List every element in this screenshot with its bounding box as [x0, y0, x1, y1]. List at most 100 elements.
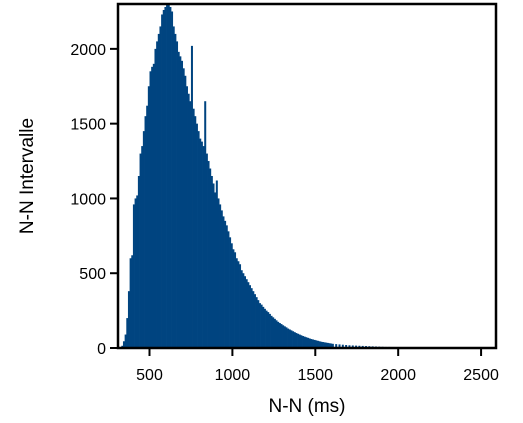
histogram-bar: [177, 51, 180, 349]
histogram-bar: [335, 344, 338, 348]
histogram-bar: [267, 312, 270, 348]
histogram-bar: [351, 345, 354, 348]
histogram-bar: [240, 270, 243, 348]
x-axis-ticks: 500 1000 1500 2000 2500: [136, 348, 499, 384]
histogram-bar: [318, 341, 321, 348]
histogram-bar: [275, 320, 278, 348]
x-tick-label: 2500: [463, 367, 499, 384]
histogram-bar: [257, 300, 260, 348]
histogram-bar: [132, 204, 135, 348]
histogram-bar: [230, 243, 233, 348]
histogram-bar: [311, 339, 314, 348]
histogram-bar: [174, 33, 177, 348]
histogram-bar: [176, 41, 179, 348]
histogram-bar: [307, 337, 310, 348]
histogram-bar: [156, 41, 159, 348]
histogram-bar: [136, 195, 139, 348]
x-tick-label: 1500: [297, 367, 333, 384]
histogram-bar: [181, 60, 184, 348]
histogram-bar: [244, 276, 247, 348]
y-tick-label: 0: [97, 341, 106, 358]
histogram-bar: [232, 249, 235, 348]
histogram-bar: [277, 321, 280, 348]
histogram-bar: [152, 63, 155, 348]
histogram-bar: [166, 4, 169, 348]
histogram-bar: [316, 340, 319, 348]
histogram-bar: [258, 303, 261, 348]
histogram-bar: [217, 198, 220, 348]
histogram-bar: [310, 339, 313, 348]
histogram-bar: [234, 252, 237, 348]
histogram-bar: [225, 225, 228, 348]
histogram-bar: [315, 340, 318, 348]
histogram-bar: [292, 331, 295, 348]
histogram-bar: [171, 11, 174, 348]
histogram-bar: [179, 56, 182, 348]
histogram-bar: [263, 308, 266, 348]
histogram-bar: [159, 26, 162, 349]
histogram-bar: [272, 317, 275, 348]
histogram-bar: [184, 75, 187, 348]
histogram-bar: [167, 4, 170, 348]
y-tick-label: 1000: [70, 191, 106, 208]
histogram-bar: [185, 86, 188, 348]
histogram-bar: [124, 334, 127, 348]
histogram-bar: [224, 220, 227, 348]
histogram-bar: [308, 338, 311, 348]
histogram-bar: [141, 146, 144, 348]
histogram-bar: [282, 325, 285, 348]
histogram-bar: [204, 101, 207, 348]
histogram-bar: [182, 68, 185, 348]
histogram-bar: [195, 123, 198, 349]
histogram-bar: [262, 306, 265, 348]
histogram-bar: [313, 339, 316, 348]
histogram-bar: [162, 9, 165, 348]
y-axis-label: N-N Intervalle: [17, 118, 38, 234]
histogram-bar: [172, 26, 175, 349]
histogram-bar: [189, 101, 192, 348]
x-tick-label: 2000: [380, 367, 416, 384]
histogram-bar: [248, 285, 251, 348]
y-tick-label: 500: [79, 266, 106, 283]
histogram-bar: [210, 176, 213, 348]
histogram-bar: [273, 318, 276, 348]
histogram-bar: [302, 336, 305, 348]
histogram-bar: [149, 71, 152, 349]
x-axis-label: N-N (ms): [268, 396, 345, 417]
histogram-bar: [247, 282, 250, 348]
histogram-bar: [255, 297, 258, 348]
histogram-bar: [303, 336, 306, 348]
histogram-bar: [157, 33, 160, 348]
histogram-bar: [338, 344, 341, 348]
histogram-bar: [147, 86, 150, 348]
histogram-bar: [205, 153, 208, 348]
histogram-bar: [348, 345, 351, 348]
histogram-bar: [126, 318, 129, 348]
histogram-bar: [134, 198, 137, 348]
histogram-bar: [229, 237, 232, 348]
histogram-bar: [325, 342, 328, 348]
histogram-bar: [131, 255, 134, 348]
histogram-bars: [121, 4, 484, 349]
histogram-bar: [214, 192, 217, 348]
histogram-bar: [290, 330, 293, 348]
histogram-bar: [151, 66, 154, 348]
histogram-bar: [137, 176, 140, 348]
histogram-bar: [270, 315, 273, 348]
histogram-bar: [194, 116, 197, 348]
histogram-bar: [253, 294, 256, 348]
histogram-bar: [127, 291, 130, 348]
plot-frame: [116, 2, 498, 350]
histogram-bar: [293, 332, 296, 348]
histogram-bar: [320, 341, 323, 348]
histogram-bar: [326, 342, 329, 348]
histogram-bar: [285, 327, 288, 348]
histogram-bar: [227, 231, 230, 348]
histogram-bar: [268, 313, 271, 348]
histogram-bar: [341, 344, 344, 348]
histogram-bar: [207, 161, 210, 348]
histogram-bar: [164, 6, 167, 349]
histogram-bar: [280, 324, 283, 348]
histogram-bar: [283, 326, 286, 348]
histogram-bar: [154, 48, 157, 349]
